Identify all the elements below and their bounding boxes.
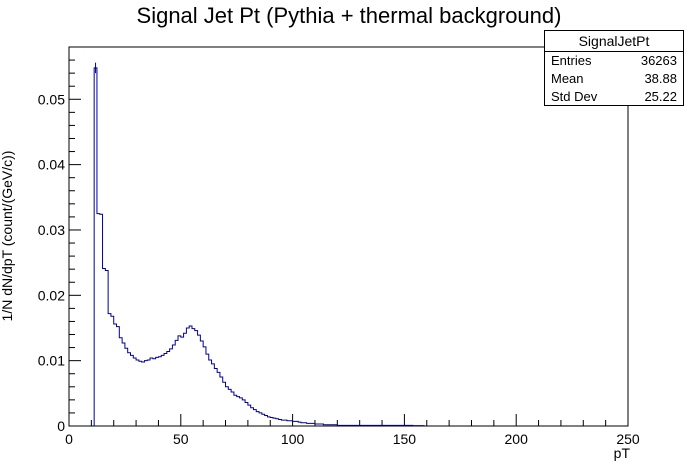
histogram-series (93, 67, 425, 427)
y-axis-label: 1/N dN/dpT (count/(GeV/c)) (0, 150, 15, 322)
x-axis: 0 50 100 150 200 250 (65, 414, 640, 447)
y-tick-label: 0.02 (38, 287, 65, 303)
y-tick-label: 0.03 (38, 222, 65, 238)
stats-mean-label: Mean (551, 71, 584, 86)
x-tick-label: 150 (393, 431, 417, 447)
x-axis-label: pT (613, 445, 630, 461)
y-tick-label: 0.05 (38, 91, 65, 107)
y-axis: 0 0.01 0.02 0.03 0.04 0.05 (38, 46, 81, 434)
stats-stddev-label: Std Dev (551, 89, 598, 104)
plot-frame (68, 46, 629, 427)
stats-box: SignalJetPt Entries 36263 Mean 38.88 Std… (544, 30, 684, 106)
y-tick-label: 0.04 (38, 157, 65, 173)
stats-row-entries: Entries 36263 (545, 52, 683, 70)
stats-box-name: SignalJetPt (545, 31, 683, 52)
y-tick-label: 0.01 (38, 353, 65, 369)
x-tick-label: 50 (173, 431, 189, 447)
chart-title: Signal Jet Pt (Pythia + thermal backgrou… (136, 3, 562, 28)
stats-row-mean: Mean 38.88 (545, 70, 683, 88)
stats-entries-label: Entries (551, 53, 592, 68)
stats-stddev-value: 25.22 (644, 89, 677, 104)
y-tick-label: 0 (57, 418, 65, 434)
stats-row-stddev: Std Dev 25.22 (545, 88, 683, 106)
stats-mean-value: 38.88 (644, 71, 677, 86)
x-tick-label: 200 (505, 431, 529, 447)
x-tick-label: 0 (65, 431, 73, 447)
x-tick-label: 250 (616, 431, 640, 447)
x-tick-label: 100 (281, 431, 305, 447)
stats-entries-value: 36263 (640, 53, 677, 68)
